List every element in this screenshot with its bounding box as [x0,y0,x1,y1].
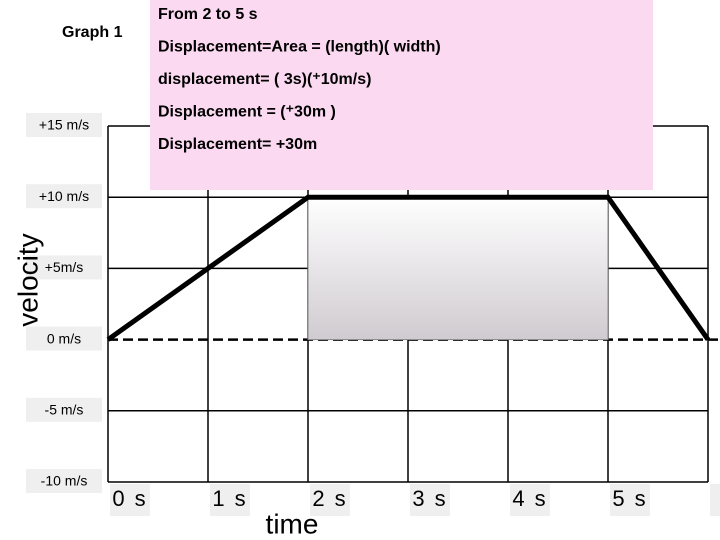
y-tick-label: +5m/s [45,259,84,275]
y-axis-label: velocity [12,233,43,326]
marks [106,194,711,342]
x-tick-label: 4 s [512,486,547,511]
annotation: From 2 to 5 s [158,6,258,23]
x-tick-label: 2 s [312,486,347,511]
y-tick-box [26,255,102,280]
callout-box [150,0,653,190]
callout: From 2 to 5 s Displacement=Area = (length… [150,0,653,190]
y-tick-box [26,184,102,209]
annotation: Displacement = (⁺30m ) [158,104,336,121]
y-tick-label: +15 m/s [39,117,89,133]
y-tick-box [26,469,102,493]
y-tick-box [26,326,102,351]
annotation: displacement= ( 3s)(⁺10m/s) [158,71,371,88]
y-tick-box [26,397,102,422]
annotation: Displacement= +30m [158,136,317,153]
x-tick-label: 0 s [112,486,147,511]
x-tick-box [610,484,650,516]
x-tick-label: 3 s [412,486,447,511]
labels: 0 s1 s2 s3 s4 s5 s6+15 m/s+10 m/s+5m/s0 … [26,113,720,516]
x-tick-box [110,484,150,516]
y-tick-label: -10 m/s [41,473,88,489]
shaded-area [307,196,609,341]
x-tick-label: 1 s [212,486,247,511]
x-axis-label: time [266,508,319,539]
y-tick-box [26,113,102,137]
x-tick-box [210,484,250,516]
x-tick-box [310,484,350,516]
y-tick-label: -5 m/s [45,402,84,418]
x-tick-box [410,484,450,516]
y-tick-label: +10 m/s [39,188,89,204]
x-tick-label: 5 s [612,486,647,511]
y-tick-label: 0 m/s [47,330,81,346]
velocity-line [106,194,711,342]
x-tick-box [510,484,550,516]
annotation: Displacement=Area = (length)( width) [158,39,441,56]
graph-title: Graph 1 [62,24,123,41]
x-tick-box [710,484,720,516]
